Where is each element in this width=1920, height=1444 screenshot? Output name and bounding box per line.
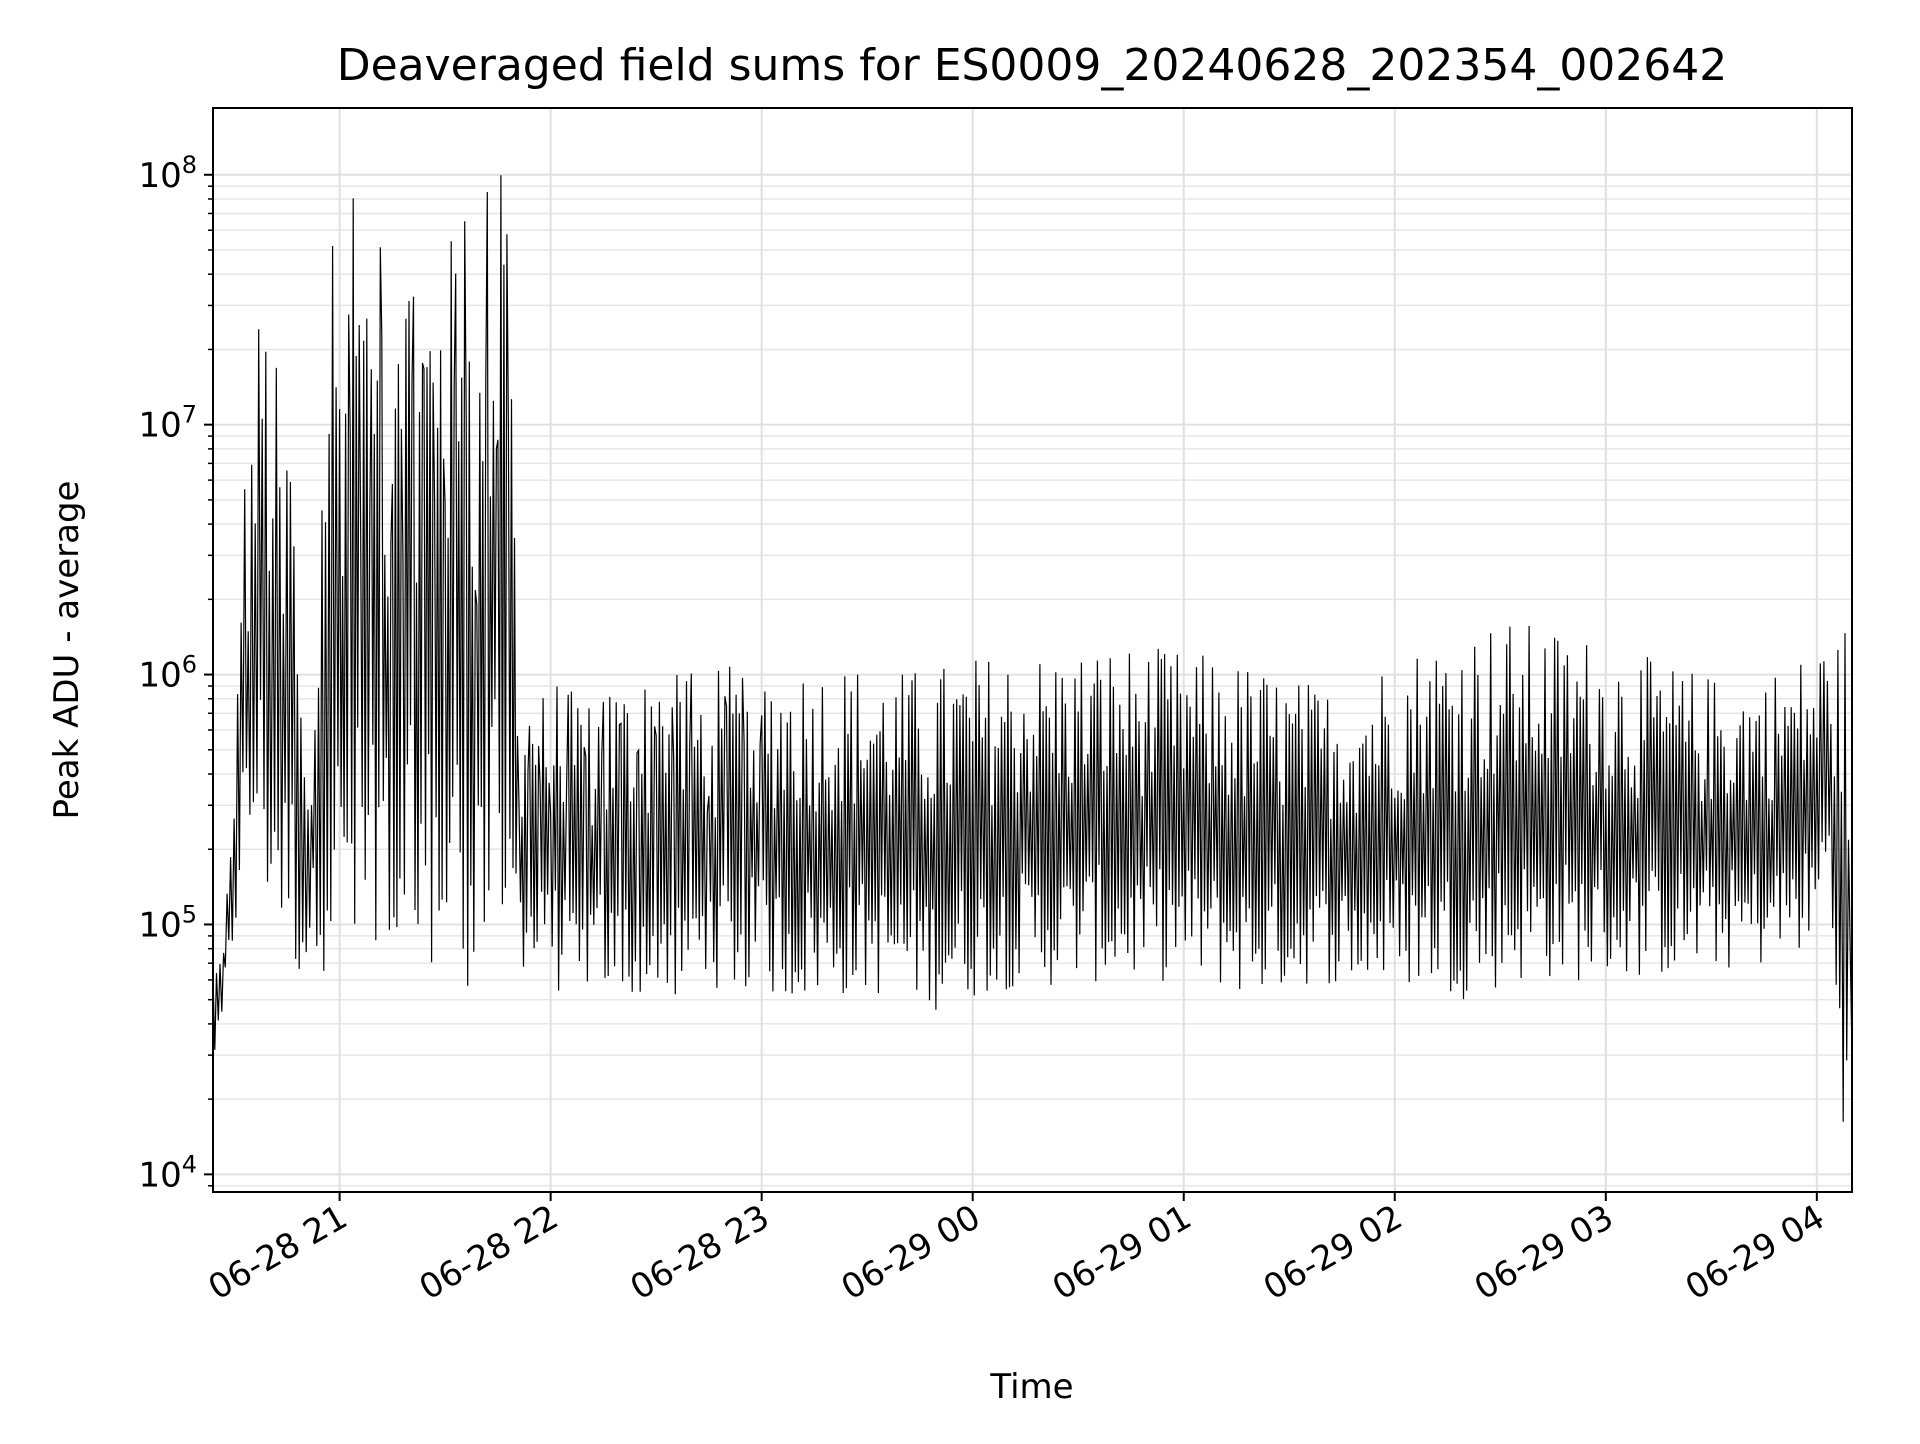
- y-tick-exponent: 4: [182, 1150, 197, 1178]
- y-tick-label: 108: [138, 151, 197, 196]
- y-tick-exponent: 7: [182, 401, 197, 429]
- y-tick-base: 10: [138, 656, 181, 696]
- x-axis-label: Time: [989, 1367, 1073, 1407]
- y-tick-base: 10: [138, 406, 181, 446]
- y-tick-label: 107: [138, 401, 197, 446]
- y-tick-exponent: 8: [182, 151, 197, 179]
- plot-frame: [212, 107, 1853, 1193]
- y-tick-label: 106: [138, 651, 197, 696]
- y-axis-label: Peak ADU - average: [47, 481, 87, 820]
- y-tick-base: 10: [138, 156, 181, 196]
- y-tick-base: 10: [138, 905, 181, 945]
- y-tick-label: 105: [138, 900, 197, 945]
- y-tick-label: 104: [138, 1150, 197, 1195]
- data-layer: [212, 175, 1853, 1122]
- chart-title: Deaveraged field sums for ES0009_2024062…: [337, 40, 1728, 91]
- y-tick-base: 10: [138, 1155, 181, 1195]
- series-line: [212, 175, 1853, 1122]
- y-tick-exponent: 6: [182, 651, 197, 679]
- y-tick-exponent: 5: [182, 900, 197, 928]
